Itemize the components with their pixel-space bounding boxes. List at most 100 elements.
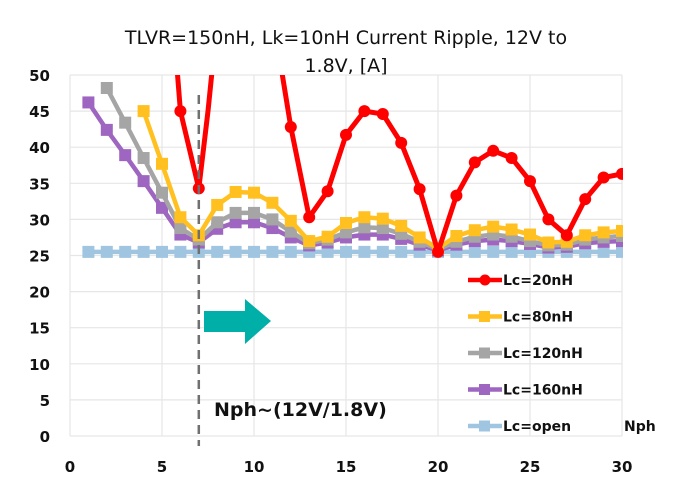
data-point <box>487 245 500 258</box>
data-point <box>303 235 316 248</box>
x-tick-label: 5 <box>157 458 167 476</box>
legend-marker <box>479 274 491 286</box>
data-point <box>119 149 132 162</box>
data-point <box>358 105 371 118</box>
legend-marker <box>479 311 490 322</box>
series-lc-20nh <box>174 75 623 258</box>
data-point <box>597 245 610 258</box>
data-point <box>248 245 260 258</box>
x-tick-label: 0 <box>65 458 75 476</box>
data-point <box>229 216 242 229</box>
data-point <box>524 175 536 188</box>
chart-title-line-1: TLVR=150nH, Lk=10nH Current Ripple, 12V … <box>124 27 567 49</box>
data-point <box>137 105 150 118</box>
data-point <box>616 245 623 258</box>
data-point <box>137 152 150 165</box>
data-point <box>524 228 536 241</box>
y-tick-label: 0 <box>40 428 50 446</box>
legend-marker <box>479 347 490 359</box>
data-point <box>505 230 518 243</box>
data-point <box>100 245 113 258</box>
y-tick-label: 35 <box>29 175 50 193</box>
data-point <box>505 245 518 258</box>
data-point <box>395 245 408 258</box>
x-axis-label: Nph <box>624 419 656 435</box>
data-point <box>229 245 242 258</box>
data-point <box>211 245 224 258</box>
data-point <box>340 226 352 239</box>
data-point <box>137 175 150 188</box>
data-point <box>284 245 297 258</box>
data-point <box>100 123 113 136</box>
data-point <box>340 217 352 230</box>
data-point <box>266 196 279 209</box>
data-point <box>119 245 132 258</box>
data-point <box>156 157 168 170</box>
data-point <box>505 223 518 236</box>
legend-label: Lc=120nH <box>503 346 583 362</box>
data-point <box>211 216 224 229</box>
y-tick-label: 45 <box>29 103 50 121</box>
data-point <box>100 81 113 94</box>
right-arrow-annotation <box>204 299 271 344</box>
data-point <box>266 245 279 258</box>
data-point <box>579 229 592 242</box>
data-point <box>284 225 297 238</box>
data-point <box>174 222 187 235</box>
chart-title: TLVR=150nH, Lk=10nH Current Ripple, 12V … <box>124 27 567 77</box>
data-point <box>616 224 623 237</box>
data-point <box>321 230 334 243</box>
legend-item: Lc=open <box>468 419 571 435</box>
data-point <box>597 226 610 239</box>
legend-label: Lc=20nH <box>503 273 573 289</box>
data-point <box>358 221 371 234</box>
data-point <box>376 222 389 235</box>
data-point <box>468 245 481 258</box>
data-point <box>358 211 371 224</box>
y-tick-label: 5 <box>40 392 50 410</box>
legend-item: Lc=160nH <box>468 383 583 399</box>
y-tick-label: 30 <box>29 211 50 229</box>
data-point <box>340 128 352 141</box>
legend-label: Lc=160nH <box>503 383 583 399</box>
data-point <box>82 96 95 109</box>
data-point <box>248 216 260 229</box>
data-point <box>340 245 352 258</box>
data-point <box>284 120 297 133</box>
y-tick-label: 20 <box>29 284 50 302</box>
data-point <box>505 152 518 165</box>
data-point <box>321 245 334 258</box>
data-point <box>376 212 389 225</box>
data-point <box>395 219 408 232</box>
data-point <box>174 211 187 224</box>
data-point <box>303 211 316 224</box>
data-point <box>413 231 426 244</box>
legend-item: Lc=20nH <box>468 273 573 289</box>
legend-item: Lc=120nH <box>468 346 583 362</box>
data-point <box>376 245 389 258</box>
x-axis-ticks: 0 5 10 15 20 25 30 <box>65 458 633 476</box>
y-tick-label: 15 <box>29 320 50 338</box>
legend: Lc=20nH Lc=80nH Lc=120nH Lc=160nH Lc=open <box>468 273 583 435</box>
data-point <box>487 144 500 157</box>
data-point <box>487 220 500 233</box>
x-tick-label: 30 <box>612 458 633 476</box>
data-point <box>468 156 481 169</box>
series-lc-80nh <box>137 105 623 255</box>
data-point <box>376 107 389 120</box>
legend-marker <box>479 420 490 432</box>
x-tick-label: 15 <box>336 458 357 476</box>
data-point <box>248 186 260 199</box>
data-point <box>248 206 260 219</box>
legend-label: Lc=80nH <box>503 310 573 326</box>
data-point <box>119 116 132 129</box>
y-tick-label: 40 <box>29 139 50 157</box>
data-point <box>137 245 150 258</box>
y-axis-ticks: 0 5 10 15 20 25 30 35 40 45 50 <box>29 67 50 446</box>
data-point <box>358 245 371 258</box>
y-tick-label: 25 <box>29 248 50 266</box>
data-point <box>174 105 187 118</box>
data-point <box>321 185 334 198</box>
legend-marker <box>479 384 490 395</box>
y-tick-label: 10 <box>29 356 50 374</box>
